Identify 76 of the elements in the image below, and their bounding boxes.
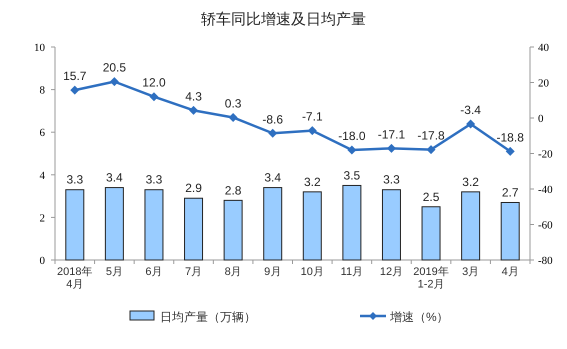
point — [110, 77, 119, 86]
x-tick-label: 3月 — [462, 266, 480, 278]
bar — [461, 191, 480, 260]
data-label: 3.3 — [66, 172, 84, 187]
point — [466, 120, 476, 129]
point — [308, 126, 317, 136]
y-tick-label: 2 — [40, 212, 45, 224]
x-tick-label: 4月 — [502, 266, 519, 278]
data-label: 3.4 — [264, 170, 282, 185]
data-label: 15.7 — [63, 69, 87, 84]
point — [70, 86, 80, 95]
point — [268, 128, 278, 138]
y-tick-label: 10 — [34, 42, 46, 54]
data-label: 12.0 — [142, 76, 166, 90]
point — [149, 92, 158, 102]
data-label: -17.8 — [417, 128, 446, 143]
data-label: 20.5 — [102, 60, 126, 75]
chart-title: 轿车同比增速及日均产量 — [201, 11, 366, 28]
bar — [500, 202, 520, 260]
legend-label: 增速（%） — [389, 310, 449, 324]
bar — [422, 206, 441, 260]
y2-tick-label: 0 — [538, 113, 544, 125]
data-label: 2.8 — [224, 183, 242, 198]
y-tick-label: 0 — [40, 255, 46, 267]
x-tick-label: 2019年 1-2月 — [413, 266, 449, 291]
bar — [104, 187, 124, 260]
bar — [342, 184, 362, 260]
y2-tick-label: -80 — [538, 255, 554, 267]
data-label: 3.3 — [383, 172, 400, 187]
data-label: 3.4 — [106, 170, 124, 185]
point — [426, 145, 436, 154]
x-tick-label: 12月 — [380, 266, 404, 278]
point — [386, 144, 396, 153]
data-label: -18.0 — [338, 128, 366, 143]
bar — [263, 187, 282, 260]
data-label: 2.7 — [502, 185, 519, 200]
x-tick-label: 10月 — [300, 266, 324, 278]
x-tick-label: 2018年 4月 — [57, 266, 93, 291]
data-label: 3.3 — [146, 172, 163, 187]
x-tick-label: 9月 — [264, 266, 282, 278]
y2-tick-label: -20 — [538, 148, 554, 160]
point — [347, 145, 356, 154]
data-label: -18.8 — [496, 130, 524, 144]
bar — [65, 189, 84, 260]
x-tick-label: 7月 — [184, 266, 202, 278]
data-label: -3.4 — [460, 103, 482, 118]
y2-tick-label: 20 — [538, 78, 550, 90]
bar — [382, 189, 401, 260]
bar — [302, 191, 322, 260]
data-label: 2.5 — [422, 190, 440, 204]
data-label: -8.6 — [262, 112, 284, 126]
y2-tick-label: 40 — [538, 42, 550, 54]
bar — [184, 198, 204, 260]
data-label: 3.2 — [462, 174, 480, 189]
x-tick-label: 11月 — [340, 266, 364, 278]
data-label: 0.3 — [224, 96, 242, 110]
x-tick-label: 5月 — [106, 266, 123, 278]
bar — [144, 189, 164, 260]
legend-label: 日均产量（万辆） — [160, 310, 256, 324]
y-tick-label: 8 — [40, 84, 46, 97]
data-label: 2.9 — [185, 181, 202, 196]
y-tick-label: 6 — [40, 127, 46, 140]
data-label: 4.3 — [185, 89, 202, 104]
point — [189, 106, 198, 115]
point — [228, 112, 238, 122]
data-label: 3.5 — [344, 168, 361, 182]
data-label: -7.1 — [302, 110, 323, 124]
x-tick-label: 6月 — [145, 266, 163, 278]
data-label: 3.2 — [304, 174, 321, 189]
point — [506, 146, 515, 156]
data-label: -17.1 — [378, 127, 406, 142]
y2-tick-label: -60 — [538, 220, 554, 232]
y2-tick-label: -40 — [538, 184, 554, 196]
y-tick-label: 4 — [40, 170, 46, 182]
x-tick-label: 8月 — [224, 266, 242, 278]
bar — [224, 200, 243, 260]
